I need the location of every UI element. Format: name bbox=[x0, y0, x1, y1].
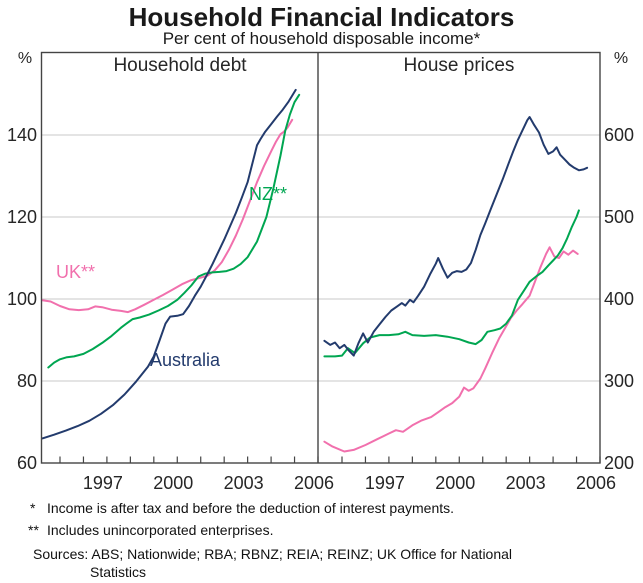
panel-title-household-debt: Household debt bbox=[113, 55, 247, 76]
series-label-australia: Australia bbox=[150, 350, 221, 370]
x-axis-label: 2006 bbox=[293, 473, 334, 493]
line-series-australia bbox=[41, 88, 297, 440]
x-axis-label: 1997 bbox=[364, 473, 405, 493]
x-axis-label: 2003 bbox=[223, 473, 264, 493]
y-axis-label-left: 80 bbox=[16, 371, 37, 391]
x-axis-label: 2000 bbox=[435, 473, 476, 493]
sources-note-line2: Statistics bbox=[90, 564, 147, 580]
plot-frame bbox=[40, 51, 601, 464]
footnote-1-text: Income is after tax and before the deduc… bbox=[47, 500, 455, 516]
y-axis-label-left: 120 bbox=[6, 207, 37, 227]
y-axis-label-right: 400 bbox=[604, 289, 635, 309]
footnote-1-marker: * bbox=[30, 500, 36, 516]
sources-note-line1: Sources: ABS; Nationwide; RBA; RBNZ; REI… bbox=[33, 546, 513, 562]
x-axis-label: 2006 bbox=[575, 473, 616, 493]
x-axis-label: 2000 bbox=[153, 473, 194, 493]
y-axis-label-right: 200 bbox=[604, 453, 635, 473]
y-axis-label-right: 600 bbox=[604, 125, 635, 145]
line-series-uk bbox=[41, 118, 294, 314]
y-axis-unit-right: % bbox=[613, 50, 629, 67]
line-series-nz bbox=[47, 93, 301, 369]
y-axis-label-right: 500 bbox=[604, 207, 635, 227]
panel-title-house-prices: House prices bbox=[403, 55, 515, 76]
y-axis-unit-left: % bbox=[17, 50, 33, 67]
chart-subtitle: Per cent of household disposable income* bbox=[162, 29, 481, 48]
footnote-2-marker: ** bbox=[28, 522, 39, 538]
footnote-2-text: Includes unincorporated enterprises. bbox=[47, 522, 274, 538]
line-series-uk bbox=[323, 246, 579, 453]
chart-title: Household Financial Indicators bbox=[128, 2, 515, 32]
x-axis-label: 2003 bbox=[505, 473, 546, 493]
series-label-nz: NZ** bbox=[249, 184, 288, 204]
y-axis-label-left: 100 bbox=[6, 289, 37, 309]
y-axis-label-right: 300 bbox=[604, 371, 635, 391]
x-axis-label: 1997 bbox=[82, 473, 123, 493]
y-axis-label-left: 140 bbox=[6, 125, 37, 145]
line-series-australia bbox=[323, 116, 589, 357]
y-axis-label-left: 60 bbox=[16, 453, 37, 473]
series-label-uk: UK** bbox=[56, 262, 96, 282]
